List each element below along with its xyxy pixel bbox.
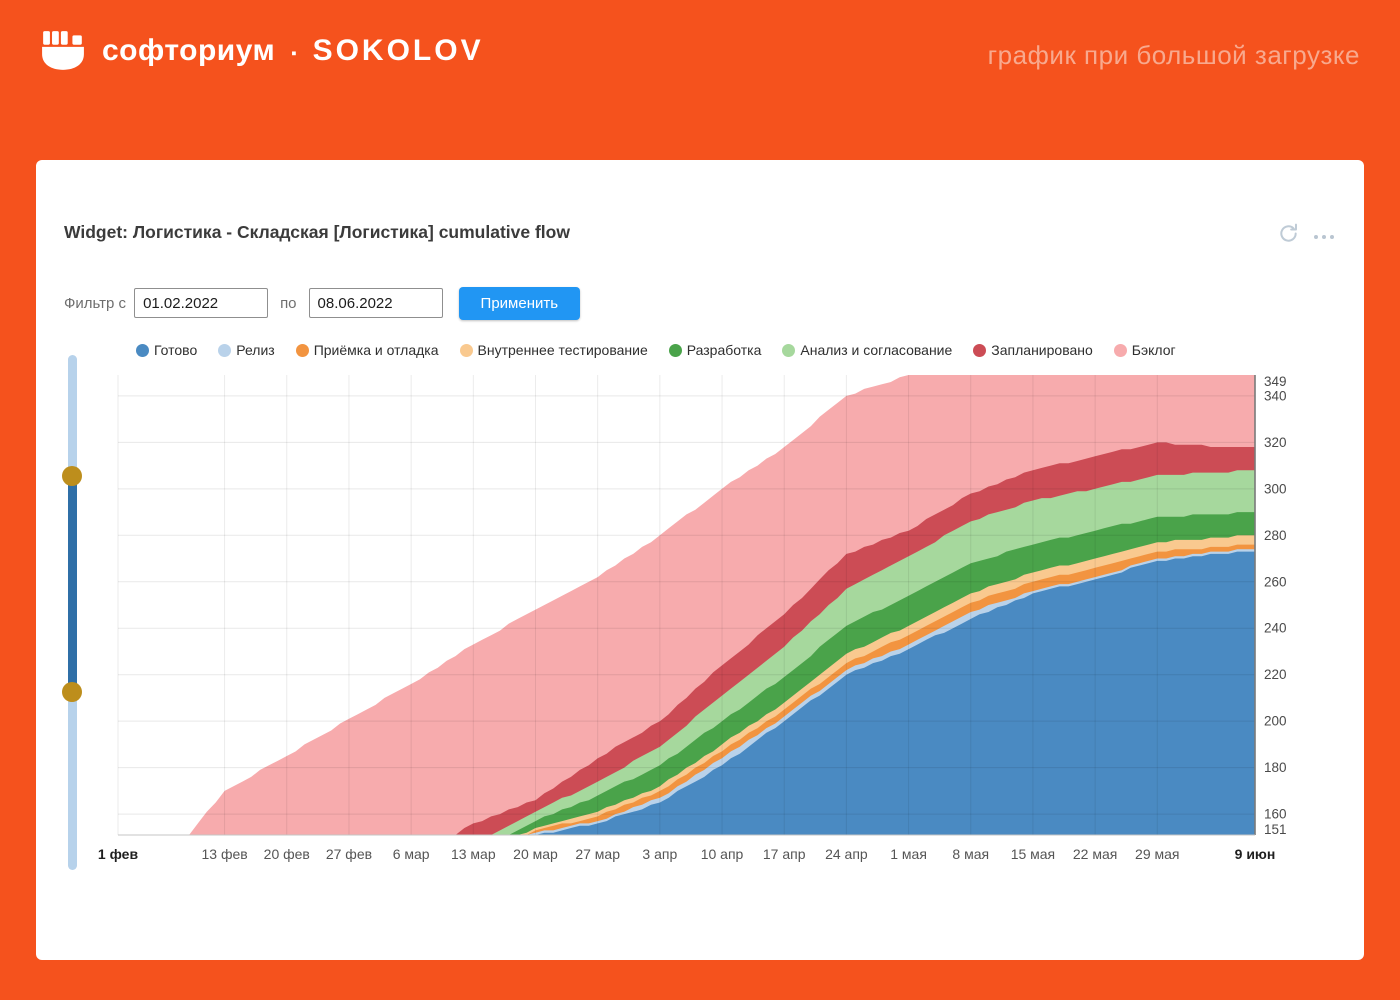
widget-actions — [1277, 222, 1334, 245]
page-caption: график при большой загрузке — [987, 40, 1360, 70]
legend-item[interactable]: Приёмка и отладка — [295, 342, 439, 358]
y-axis-label: 240 — [1264, 621, 1287, 636]
legend-dot-icon — [136, 343, 149, 357]
x-axis-label: 27 мар — [575, 846, 620, 862]
x-axis-label: 6 мар — [393, 846, 430, 862]
slider-handle-top[interactable] — [62, 466, 82, 486]
legend-dot-icon — [1113, 343, 1127, 357]
filter-from-input[interactable] — [134, 288, 269, 318]
x-axis-label: 17 апр — [763, 846, 806, 862]
chart-legend: Готово Релиз Приёмка и отладка Внутреннее т… — [136, 342, 1176, 358]
x-axis-label: 27 фев — [326, 846, 372, 862]
legend-item-label: Бэклог — [1131, 342, 1176, 358]
legend-item[interactable]: Анализ и согласование — [782, 342, 952, 358]
y-axis-label: 160 — [1264, 807, 1287, 822]
legend-item-label: Запланировано — [991, 342, 1093, 358]
filter-to-input[interactable] — [308, 288, 443, 318]
filter-from-label: Фильтр с — [64, 294, 127, 312]
legend-item-label: Приёмка и отладка — [313, 342, 439, 358]
x-axis-label: 13 фев — [201, 846, 247, 862]
fist-logo-icon — [40, 30, 86, 72]
legend-dot-icon — [668, 343, 682, 357]
x-axis-label: 9 июн — [1235, 846, 1276, 862]
x-axis-label: 24 апр — [825, 846, 868, 862]
x-axis-label: 29 мая — [1135, 846, 1179, 862]
y-axis-label: 320 — [1264, 435, 1287, 450]
slider-selected-range[interactable] — [68, 476, 77, 692]
widget-title: Widget: Логистика - Складская [Логистика… — [64, 222, 570, 242]
legend-item-label: Готово — [154, 342, 198, 358]
legend-item-label: Релиз — [236, 342, 275, 358]
top-bar: софториум ▪ SOKOLOV график при большой з… — [0, 0, 1400, 120]
legend-item-label: Анализ и согласование — [800, 342, 953, 358]
legend-item[interactable]: Релиз — [218, 342, 275, 358]
y-axis-label: 260 — [1264, 574, 1287, 589]
y-axis-label: 180 — [1264, 760, 1287, 775]
x-axis-label: 10 апр — [701, 846, 744, 862]
y-axis-label: 349 — [1264, 375, 1287, 389]
x-axis-label: 1 мая — [890, 846, 927, 862]
y-axis-label: 340 — [1264, 388, 1287, 403]
legend-dot-icon — [459, 343, 473, 357]
y-axis-label: 220 — [1264, 667, 1287, 682]
brand-name-secondary: SOKOLOV — [312, 34, 484, 67]
x-axis-label: 22 мая — [1073, 846, 1117, 862]
legend-item[interactable]: Бэклог — [1113, 342, 1176, 358]
x-axis-label: 1 фев — [98, 846, 139, 862]
brand-separator-icon: ▪ — [291, 44, 297, 62]
refresh-icon[interactable] — [1277, 222, 1300, 245]
legend-item[interactable]: Запланировано — [973, 342, 1093, 358]
brand-name: софториум — [102, 34, 276, 67]
legend-item-label: Внутреннее тестирование — [477, 342, 648, 358]
y-axis-label: 151 — [1264, 822, 1287, 837]
y-axis-label: 280 — [1264, 528, 1287, 543]
filter-bar: Фильтр с по Применить — [64, 286, 581, 320]
x-axis-label: 20 мар — [513, 846, 558, 862]
legend-item[interactable]: Внутреннее тестирование — [459, 342, 648, 358]
legend-dot-icon — [782, 343, 796, 357]
more-menu-icon[interactable] — [1314, 229, 1334, 239]
y-axis-label: 300 — [1264, 481, 1287, 496]
vertical-range-slider[interactable] — [62, 355, 82, 870]
x-axis-label: 8 мая — [952, 846, 989, 862]
filter-to-label: по — [280, 294, 297, 312]
y-axis-label: 200 — [1264, 714, 1287, 729]
x-axis-label: 3 апр — [642, 846, 677, 862]
legend-dot-icon — [973, 343, 987, 357]
widget-card: Widget: Логистика - Складская [Логистика… — [36, 160, 1364, 960]
legend-item-label: Разработка — [686, 342, 762, 358]
apply-button[interactable]: Применить — [458, 286, 581, 320]
legend-dot-icon — [218, 343, 232, 357]
x-axis-label: 15 мая — [1011, 846, 1055, 862]
x-axis-label: 13 мар — [451, 846, 496, 862]
legend-item[interactable]: Готово — [136, 342, 197, 358]
series-area-1 — [118, 551, 1255, 835]
x-axis-label: 20 фев — [264, 846, 310, 862]
legend-dot-icon — [295, 343, 309, 357]
slider-handle-bottom[interactable] — [62, 682, 82, 702]
brand: софториум ▪ SOKOLOV — [40, 30, 484, 72]
legend-item[interactable]: Разработка — [668, 342, 762, 358]
